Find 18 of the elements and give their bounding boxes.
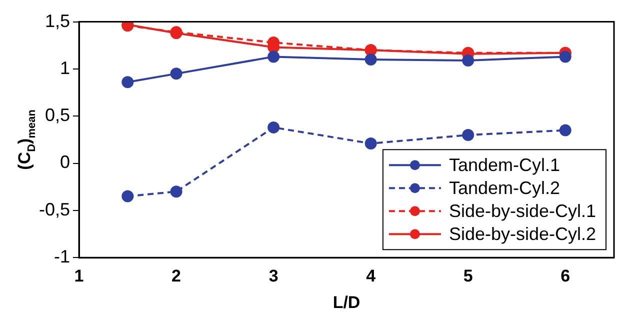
legend-label: Side-by-side-Cyl.1: [448, 201, 596, 222]
y-tick-label: -0,5: [38, 199, 70, 220]
x-axis-title: L/D: [332, 293, 360, 312]
y-tick-label: 1: [60, 58, 70, 78]
y-axis-title: (CD)mean: [15, 109, 38, 170]
y-tick-label: 0,5: [44, 105, 70, 126]
legend-label: Tandem-Cyl.2: [448, 178, 560, 198]
legend-label: Side-by-side-Cyl.2: [448, 224, 596, 244]
y-tick-label: -1: [54, 246, 70, 267]
x-tick-label: 6: [560, 266, 570, 286]
y-tick-label: 0: [60, 152, 70, 172]
x-tick-label: 4: [366, 266, 376, 286]
x-tick-label: 3: [268, 266, 278, 286]
x-tick-label: 2: [172, 266, 182, 286]
x-tick-label: 1: [74, 266, 84, 286]
y-tick-label: 1,5: [44, 10, 70, 31]
x-tick-label: 5: [463, 266, 473, 286]
legend-label: Tandem-Cyl.1: [448, 155, 560, 176]
